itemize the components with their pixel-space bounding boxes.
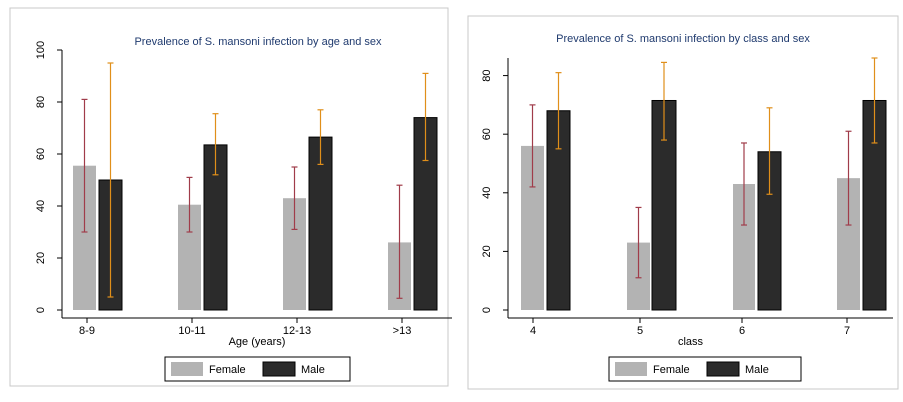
y-tick-label: 0	[481, 307, 493, 313]
x-tick-label: 10-11	[178, 325, 205, 337]
y-tick-label: 40	[35, 200, 47, 212]
x-tick-label: 4	[530, 325, 536, 337]
x-tick-label: >13	[393, 325, 412, 337]
chart-title: Prevalence of S. mansoni infection by ag…	[134, 36, 382, 48]
y-tick-label: 100	[35, 41, 47, 59]
y-tick-label: 60	[481, 128, 493, 140]
bar-female	[73, 165, 96, 310]
legend-swatch-male	[706, 361, 740, 377]
bar-female	[283, 198, 306, 310]
legend-label-male: Male	[301, 364, 325, 376]
legend-label-female: Female	[209, 364, 246, 376]
y-tick-label: 0	[35, 307, 47, 313]
chart-title: Prevalence of S. mansoni infection by cl…	[556, 33, 810, 45]
y-tick-label: 40	[481, 187, 493, 199]
legend-swatch-male	[262, 361, 296, 377]
y-tick-label: 20	[481, 245, 493, 257]
x-axis-label: Age (years)	[229, 336, 286, 348]
y-tick-label: 20	[35, 252, 47, 264]
chart-panel-1: Prevalence of S. mansoni infection by ag…	[9, 7, 452, 387]
x-tick-label: 8-9	[79, 325, 95, 337]
legend-swatch-female	[615, 362, 647, 376]
y-tick-label: 80	[35, 96, 47, 108]
bar-female	[521, 145, 544, 310]
x-tick-label: 6	[739, 325, 745, 337]
bar-female	[837, 178, 860, 310]
legend-label-male: Male	[745, 364, 769, 376]
legend-label-female: Female	[653, 364, 690, 376]
x-tick-label: 12-13	[283, 325, 311, 337]
chart-panel-2: Prevalence of S. mansoni infection by cl…	[467, 15, 899, 390]
legend-swatch-female	[171, 362, 203, 376]
bar-female	[733, 184, 755, 310]
x-axis-label: class	[678, 336, 704, 348]
x-tick-label: 5	[637, 325, 643, 337]
x-tick-label: 7	[844, 325, 850, 337]
y-tick-label: 60	[35, 148, 47, 160]
bar-female	[178, 204, 201, 310]
y-tick-label: 80	[481, 69, 493, 81]
